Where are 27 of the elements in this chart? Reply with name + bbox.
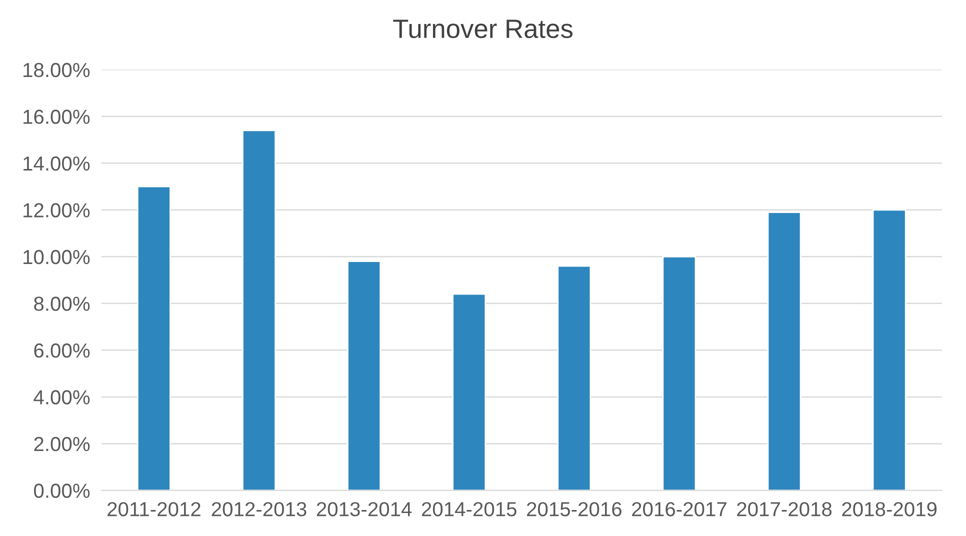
x-tick-label: 2014-2015 [422, 502, 516, 516]
y-tick-label: 14.00% [24, 156, 90, 171]
y-tick-label: 8.00% [34, 296, 90, 311]
y-tick-label: 10.00% [24, 250, 90, 264]
bar [242, 130, 276, 490]
x-tick-label: 2018-2019 [842, 502, 937, 516]
bar [662, 256, 696, 490]
y-tick-label: 4.00% [34, 390, 90, 404]
y-tick-label: 18.00% [24, 62, 90, 78]
x-tick-label: 2017-2018 [737, 502, 832, 516]
x-tick-label: 2016-2017 [632, 502, 726, 516]
chart-title: Turnover Rates [393, 20, 572, 38]
y-tick-label: 16.00% [24, 110, 90, 124]
bar [136, 186, 171, 490]
x-tick-label: 2013-2014 [316, 502, 412, 516]
bar [767, 212, 802, 490]
bar [872, 209, 906, 490]
x-tick-label: 2015-2016 [527, 502, 622, 516]
bar [557, 265, 592, 490]
bar [452, 293, 486, 490]
y-tick-label: 6.00% [34, 343, 90, 358]
y-tick-label: 0.00% [34, 484, 90, 498]
x-tick-label: 2012-2013 [212, 502, 306, 516]
x-tick-label: 2011-2012 [108, 502, 200, 516]
bar [347, 260, 382, 490]
y-tick-label: 12.00% [24, 203, 90, 218]
y-tick-label: 2.00% [34, 436, 90, 452]
